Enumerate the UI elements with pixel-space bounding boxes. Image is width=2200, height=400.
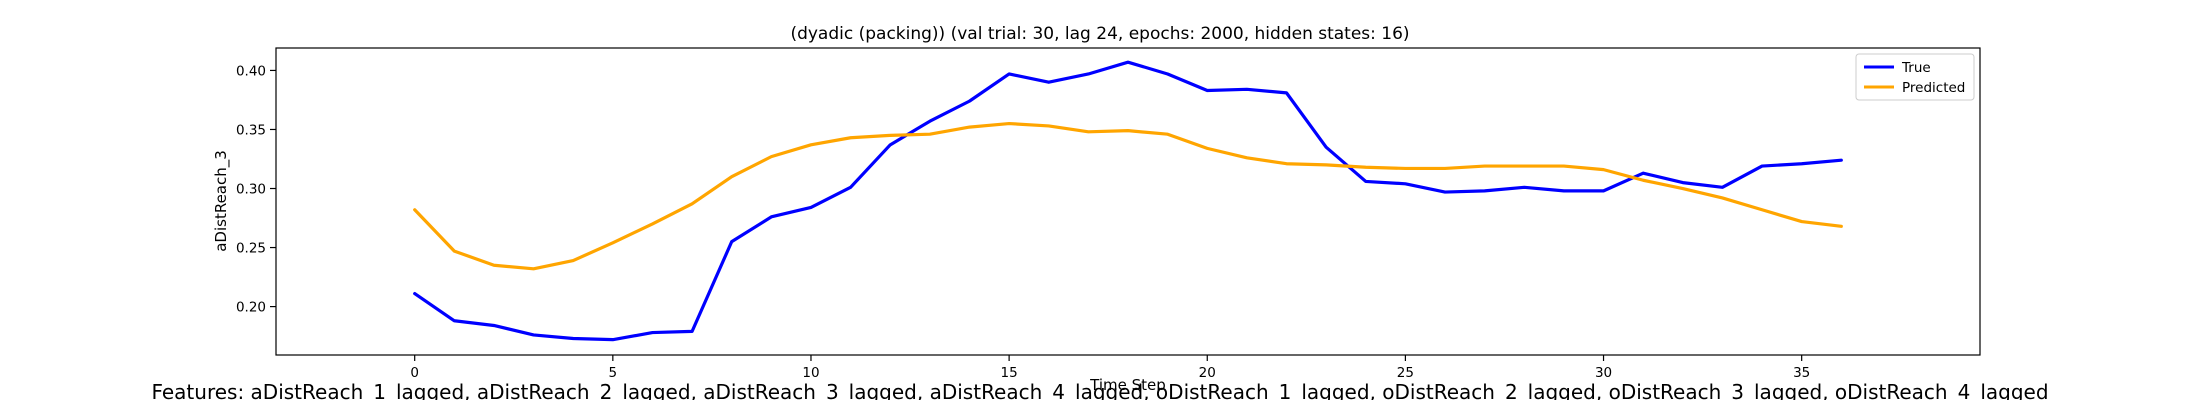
- x-axis-label: Time Step: [1089, 376, 1166, 394]
- plot-area-frame: [275, 47, 1981, 356]
- y-tick-label: 0.40: [236, 63, 266, 79]
- legend-true-label: True: [1901, 60, 1931, 76]
- y-axis: 0.20 0.25 0.30 0.35 0.40: [236, 63, 276, 316]
- series-layer: [413, 60, 1843, 342]
- x-tick-label: 35: [1793, 365, 1810, 381]
- x-tick-label: 20: [1199, 365, 1216, 381]
- x-tick-label: 10: [802, 365, 819, 381]
- x-tick-label: 25: [1397, 365, 1414, 381]
- y-tick-label: 0.35: [236, 122, 266, 138]
- x-axis: 0 5 10 15 20 25 30 35: [410, 355, 1810, 381]
- x-tick-label: 15: [1001, 365, 1018, 381]
- features-caption: Features: aDistReach_1_lagged, aDistReac…: [151, 380, 2048, 400]
- y-tick-label: 0.20: [236, 300, 266, 316]
- chart-title: (dyadic (packing)) (val trial: 30, lag 2…: [790, 24, 1409, 44]
- y-tick-label: 0.25: [236, 241, 266, 257]
- y-tick-label: 0.30: [236, 182, 266, 198]
- legend: True Predicted: [1855, 53, 1975, 101]
- x-tick-label: 30: [1595, 365, 1612, 381]
- x-tick-label: 0: [410, 365, 419, 381]
- legend-predicted-label: Predicted: [1902, 80, 1965, 96]
- y-axis-label: aDistReach_3: [212, 150, 231, 252]
- series-line-predicted: [413, 121, 1843, 271]
- series-line-true: [413, 60, 1843, 342]
- x-tick-label: 5: [609, 365, 618, 381]
